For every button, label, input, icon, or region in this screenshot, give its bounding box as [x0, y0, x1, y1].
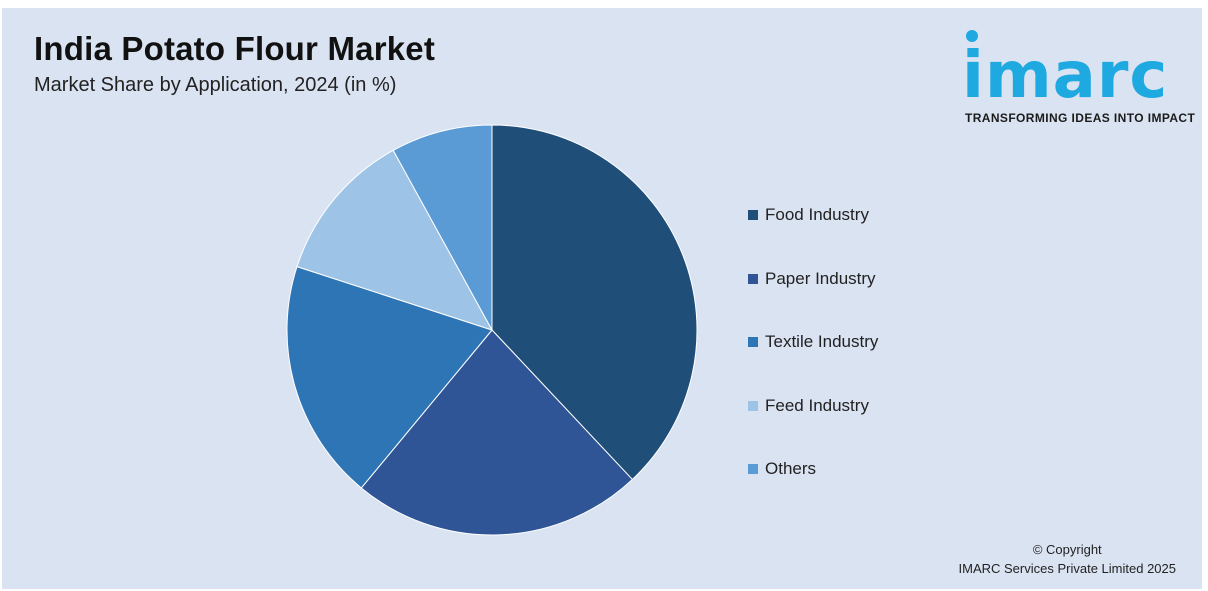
- legend-label: Food Industry: [765, 205, 869, 224]
- imarc-logo: imarc TRANSFORMING IDEAS INTO IMPACT: [962, 28, 1196, 128]
- legend-item-others: Others: [748, 458, 816, 480]
- page-subtitle: Market Share by Application, 2024 (in %): [34, 74, 397, 96]
- pie-chart: [286, 124, 698, 536]
- legend-item-feed-industry: Feed Industry: [748, 395, 869, 417]
- pie-slice-paper-industry: [360, 329, 634, 536]
- pie-slice-textile-industry: [286, 266, 493, 489]
- copyright-line-1: © Copyright: [1032, 542, 1102, 557]
- pie-slice-food-industry: [491, 124, 698, 481]
- copyright-line-2: IMARC Services Private Limited 2025: [958, 561, 1176, 576]
- copyright-notice: © Copyright IMARC Services Private Limit…: [959, 540, 1176, 578]
- pie-slice-feed-industry: [296, 149, 494, 331]
- legend-swatch: [748, 400, 758, 411]
- logo-tagline: TRANSFORMING IDEAS INTO IMPACT: [965, 111, 1196, 125]
- pie-slice-others: [392, 124, 493, 331]
- legend-swatch: [748, 210, 758, 220]
- chart-panel: India Potato Flour Market Market Share b…: [2, 8, 1202, 589]
- legend-label: Paper Industry: [765, 268, 876, 288]
- legend-swatch: [748, 337, 758, 347]
- logo-wordmark: imarc: [962, 39, 1169, 113]
- page-title: India Potato Flour Market: [34, 30, 436, 67]
- legend-label: Others: [765, 459, 817, 478]
- logo-dot-icon: [966, 30, 978, 42]
- legend-swatch: [748, 273, 758, 284]
- legend-item-food-industry: Food Industry: [748, 204, 869, 226]
- legend-label: Textile Industry: [765, 332, 879, 351]
- legend-label: Feed Industry: [765, 395, 869, 415]
- legend-swatch: [748, 464, 758, 474]
- legend-item-textile-industry: Textile Industry: [748, 331, 878, 353]
- legend-item-paper-industry: Paper Industry: [748, 268, 876, 290]
